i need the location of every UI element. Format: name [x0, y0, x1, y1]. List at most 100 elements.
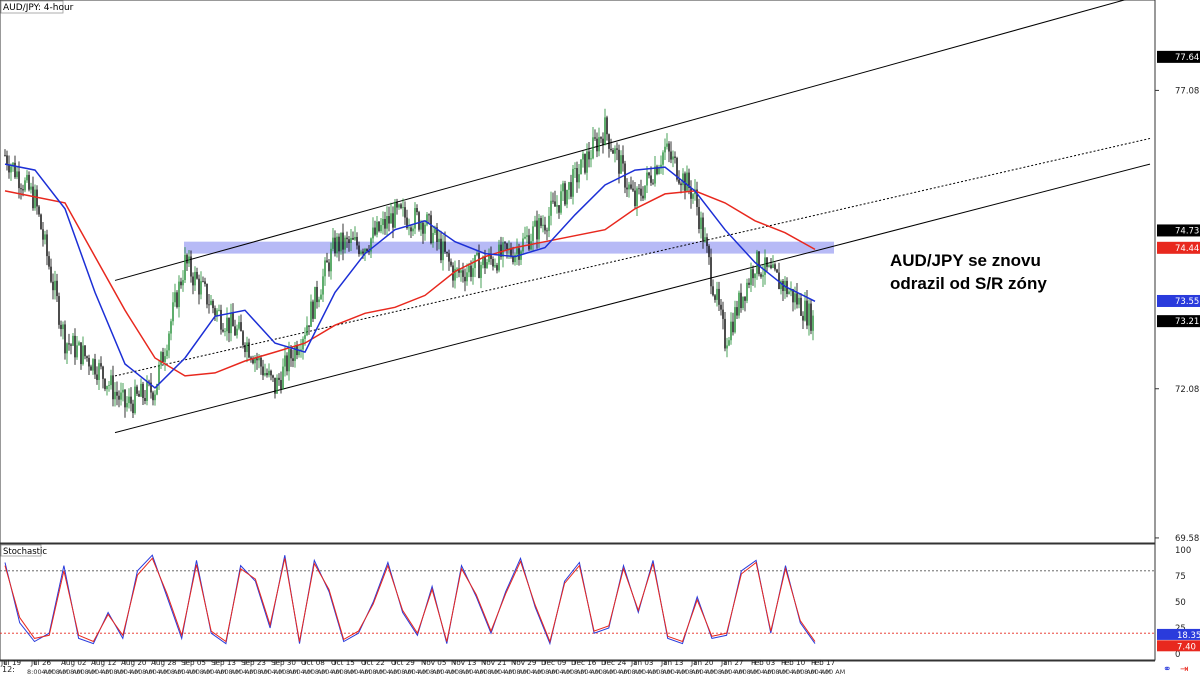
candle-body [434, 227, 436, 233]
y-tick-label: 69.585 [1175, 534, 1200, 544]
x-sub-tick-label: 4:00 AM [675, 668, 702, 675]
candle-body [44, 234, 46, 240]
candle-body [682, 173, 684, 186]
candle-body [268, 370, 270, 376]
candle-body [308, 325, 310, 327]
candle-body [408, 227, 410, 229]
x-sub-tick-label: 8:00 AM [257, 668, 284, 675]
candle-body [616, 148, 618, 150]
candle-body [552, 200, 554, 202]
candle-body [418, 212, 420, 230]
candle-body [620, 155, 622, 174]
candle-body [24, 180, 26, 191]
candle-body [480, 264, 482, 278]
candle-body [560, 191, 562, 213]
candle-body [362, 251, 364, 254]
x-tick-label: Aug 12 [91, 658, 116, 667]
candle-body [94, 359, 96, 375]
candle-body [212, 300, 214, 309]
candle-body [272, 375, 274, 378]
candle-body [68, 343, 70, 345]
candle-body [530, 241, 532, 250]
candle-body [790, 289, 792, 292]
candle-body [370, 238, 372, 252]
candle-body [238, 322, 240, 329]
candle-body [328, 262, 330, 272]
candle-body [572, 168, 574, 197]
candle-body [376, 221, 378, 235]
x-sub-tick-label: 8:00 AM [200, 668, 227, 675]
x-sub-tick-label: 8:00 AM [545, 668, 572, 675]
x-sub-tick-label: 4:00 AM [473, 668, 500, 675]
candle-body [746, 282, 748, 301]
candle-body [46, 234, 48, 257]
stoch-plot-frame [0, 543, 1156, 661]
price-badge-bg [1157, 315, 1200, 328]
candle-body [442, 241, 444, 261]
x-tick-label: Nov 29 [511, 658, 537, 667]
candle-body [148, 381, 150, 383]
candle-body [274, 377, 276, 394]
candle-body [344, 237, 346, 250]
candle-body [658, 168, 660, 175]
x-sub-tick-label: 4:00 AM [617, 668, 644, 675]
x-sub-tick-label: 4:00 AM [185, 668, 212, 675]
candle-body [416, 208, 418, 213]
candle-body [100, 363, 102, 367]
x-tick-label: Aug 28 [151, 658, 177, 667]
candle-body [706, 237, 708, 247]
candle-body [776, 269, 778, 273]
candle-body [128, 396, 130, 404]
candle-body [152, 392, 154, 401]
candle-body [686, 172, 688, 191]
candle-body [466, 272, 468, 282]
candle-body [240, 322, 242, 332]
candle-body [6, 155, 8, 166]
candle-body [726, 345, 728, 349]
stoch-title-box [0, 544, 42, 557]
candle-body [366, 248, 368, 252]
x-tick-label: Jul 19 [0, 658, 22, 667]
candle-body [292, 358, 294, 361]
annotation-line-1: AUD/JPY se znovu [890, 251, 1041, 270]
candle-body [670, 151, 672, 160]
candle-body [186, 254, 188, 264]
candle-body [716, 288, 718, 300]
candle-body [254, 358, 256, 364]
candle-body [118, 395, 120, 400]
candle-body [22, 189, 24, 191]
candle-body [334, 237, 336, 254]
candle-body [456, 268, 458, 270]
price-badge-label: 74.738 [1175, 226, 1200, 236]
candle-body [576, 168, 578, 183]
candle-body [802, 315, 804, 321]
x-tick-label: Sep 23 [241, 658, 266, 667]
candle-body [154, 394, 156, 401]
stoch-y-tick-label: 50 [1175, 598, 1186, 608]
x-sub-tick-label: 8:00 AM [228, 668, 255, 675]
candle-body [310, 301, 312, 327]
candle-body [504, 242, 506, 244]
x-tick-label: Sep 13 [211, 658, 236, 667]
candle-body [208, 304, 210, 306]
candle-body [674, 156, 676, 158]
candle-body [594, 137, 596, 139]
candle-body [440, 238, 442, 261]
candle-body [360, 251, 362, 255]
candle-body [450, 261, 452, 266]
x-sub-tick-label: 4:00 AM [703, 668, 730, 675]
candle-body [40, 214, 42, 230]
candle-body [172, 302, 174, 322]
x-sub-tick-label: 8:00 AM [660, 668, 687, 675]
x-sub-tick-label: 4:00 AM [560, 668, 587, 675]
candle-body [82, 345, 84, 365]
candle-body [108, 385, 110, 386]
annotation-line-2: odrazil od S/R zóny [890, 274, 1047, 293]
x-sub-tick-label: 4:00 AM [214, 668, 241, 675]
candle-body [282, 366, 284, 389]
candle-body [324, 260, 326, 277]
candle-body [634, 190, 636, 207]
candle-body [794, 293, 796, 303]
candle-body [314, 286, 316, 319]
x-tick-label: Sep 30 [271, 658, 296, 667]
